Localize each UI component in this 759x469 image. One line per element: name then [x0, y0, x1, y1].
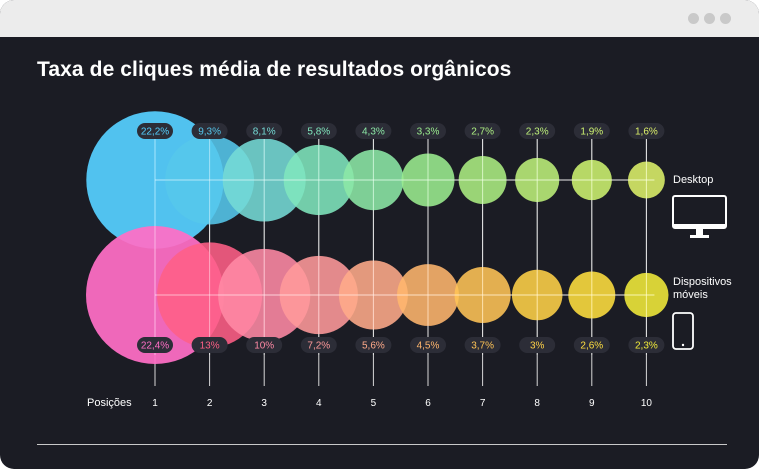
legend-desktop-label: Desktop: [673, 174, 714, 186]
window-dot-icon[interactable]: [720, 13, 731, 24]
value-label-pill: [355, 123, 392, 139]
x-tick-label: 5: [371, 398, 377, 409]
x-tick-label: 7: [480, 398, 486, 409]
value-label-pill: [628, 123, 665, 139]
value-label-pill: [464, 123, 501, 139]
x-tick-label: 3: [261, 398, 267, 409]
value-label-pill: [137, 123, 173, 139]
value-label: 1,9%: [580, 127, 603, 138]
x-axis-label: Posições: [87, 397, 132, 409]
window-titlebar: [0, 0, 759, 37]
value-label: 2,6%: [580, 341, 603, 352]
x-tick-label: 4: [316, 398, 322, 409]
value-label-pill: [300, 337, 337, 353]
value-label: 3%: [530, 341, 545, 352]
value-label: 9,3%: [198, 127, 221, 138]
value-label: 5,6%: [362, 341, 385, 352]
value-label-pill: [246, 123, 283, 139]
value-label: 13%: [200, 341, 220, 352]
value-label-pill: [519, 337, 556, 353]
x-tick-label: 2: [207, 398, 213, 409]
value-label-pill: [410, 337, 446, 353]
x-tick-label: 8: [534, 398, 540, 409]
value-label-pill: [573, 123, 610, 139]
value-label-pill: [464, 337, 501, 353]
value-label: 2,3%: [526, 127, 549, 138]
value-label: 3,7%: [471, 341, 494, 352]
value-label: 2,7%: [471, 127, 494, 138]
x-tick-label: 1: [152, 398, 158, 409]
value-label-pill: [410, 123, 446, 139]
legend-mobile-label: Dispositivos móveis: [673, 276, 732, 301]
value-label-pill: [519, 123, 556, 139]
value-label: 3,3%: [417, 127, 440, 138]
value-label-pill: [355, 337, 392, 353]
window-dot-icon[interactable]: [688, 13, 699, 24]
value-label-pill: [191, 337, 228, 353]
window-dot-icon[interactable]: [704, 13, 715, 24]
value-label-pill: [191, 123, 228, 139]
value-label-pill: [573, 337, 610, 353]
monitor-icon: [672, 195, 727, 238]
value-label: 22,4%: [141, 341, 169, 352]
x-tick-label: 10: [641, 398, 653, 409]
value-label: 8,1%: [253, 127, 276, 138]
smartphone-icon: [672, 312, 694, 350]
value-label-pill: [137, 337, 173, 353]
value-label-pill: [300, 123, 337, 139]
bottom-divider: [37, 444, 727, 445]
value-label: 10%: [254, 341, 274, 352]
value-label-pill: [246, 337, 283, 353]
x-tick-label: 9: [589, 398, 595, 409]
value-label-pill: [628, 337, 665, 353]
value-label: 4,3%: [362, 127, 385, 138]
value-label: 1,6%: [635, 127, 658, 138]
value-label: 7,2%: [307, 341, 330, 352]
x-tick-label: 6: [425, 398, 431, 409]
value-label: 4,5%: [417, 341, 440, 352]
chart-title: Taxa de cliques média de resultados orgâ…: [37, 58, 512, 81]
value-label: 2,3%: [635, 341, 658, 352]
value-label: 22,2%: [141, 127, 169, 138]
value-label: 5,8%: [307, 127, 330, 138]
